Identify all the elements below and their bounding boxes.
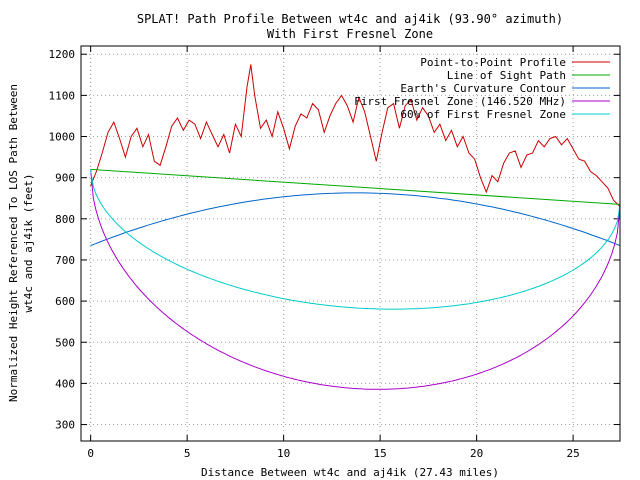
chart-title-line1: SPLAT! Path Profile Between wt4c and aj4…	[137, 12, 563, 26]
x-tick-label: 5	[184, 447, 191, 460]
x-tick-label: 25	[566, 447, 579, 460]
y-axis-label-line1: Normalized Height Referenced To LOS Path…	[7, 84, 20, 402]
y-tick-label: 900	[55, 172, 75, 185]
y-tick-label: 600	[55, 295, 75, 308]
x-tick-label: 15	[373, 447, 386, 460]
y-tick-label: 1100	[49, 89, 76, 102]
y-tick-label: 1200	[49, 48, 76, 61]
series-earth-curvature	[90, 192, 621, 247]
x-tick-label: 0	[87, 447, 94, 460]
series-point-to-point-profile	[90, 64, 621, 207]
y-tick-label: 500	[55, 336, 75, 349]
y-tick-label: 400	[55, 377, 75, 390]
series-lines	[90, 64, 621, 390]
y-axis-label-line2: wt4c and aj4ik (feet)	[22, 173, 35, 312]
legend-label: 60% of First Fresnel Zone	[400, 108, 566, 121]
y-tick-label: 300	[55, 419, 75, 432]
plot-frame	[80, 45, 621, 442]
chart-title-line2: With First Fresnel Zone	[267, 27, 433, 41]
x-tick-label: 10	[277, 447, 290, 460]
legend-label: First Fresnel Zone (146.520 MHz)	[354, 95, 566, 108]
y-tick-label: 1000	[49, 131, 76, 144]
legend-label: Earth's Curvature Contour	[400, 82, 566, 95]
y-tick-label: 700	[55, 254, 75, 267]
legend-label: Point-to-Point Profile	[420, 56, 566, 69]
x-tick-label: 20	[470, 447, 483, 460]
series-first-fresnel-zone	[90, 169, 621, 390]
y-tick-label: 800	[55, 213, 75, 226]
series-60pct-fresnel-zone	[90, 169, 621, 310]
legend-label: Line of Sight Path	[447, 69, 566, 82]
x-axis-label: Distance Between wt4c and aj4ik (27.43 m…	[201, 466, 499, 479]
axis-ticks: 0 5 10 15 20 25 300 400 500 600 700 800 900 1000 1100 1…	[49, 46, 620, 460]
series-line-of-sight	[90, 168, 621, 205]
